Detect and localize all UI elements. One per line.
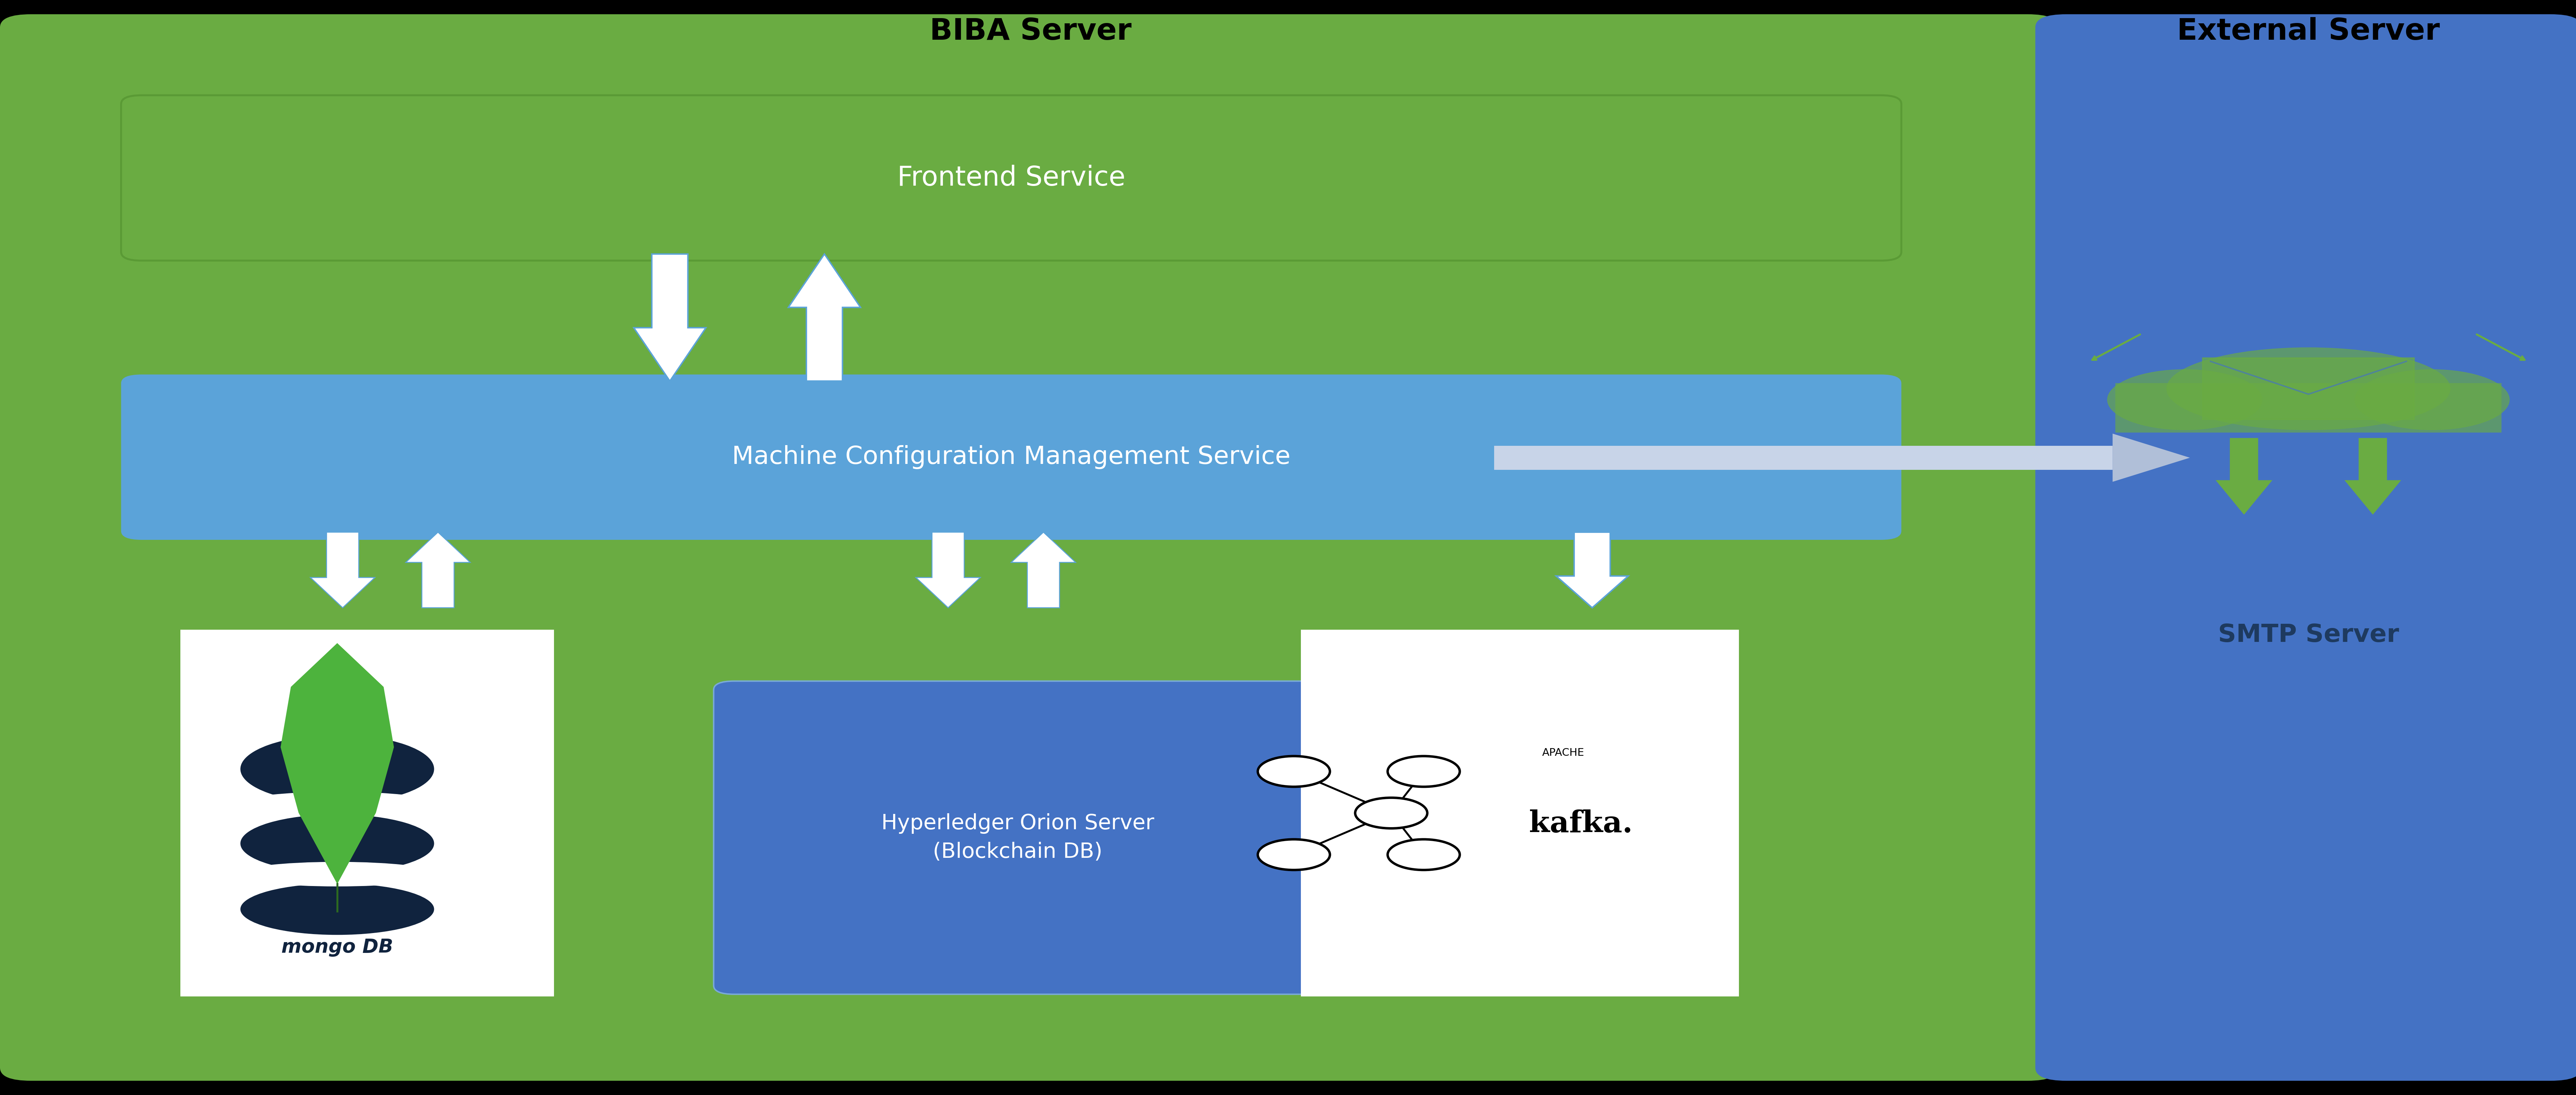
Circle shape	[1388, 839, 1461, 869]
Text: kafka.: kafka.	[1528, 809, 1633, 839]
Ellipse shape	[240, 815, 433, 873]
Circle shape	[1257, 839, 1329, 869]
Polygon shape	[312, 532, 376, 608]
Polygon shape	[1010, 532, 1077, 608]
FancyBboxPatch shape	[121, 95, 1901, 261]
Text: mongo DB: mongo DB	[281, 937, 394, 957]
Text: Frontend Service: Frontend Service	[896, 164, 1126, 192]
Text: Hyperledger Orion Server
(Blockchain DB): Hyperledger Orion Server (Blockchain DB)	[881, 814, 1154, 862]
FancyBboxPatch shape	[0, 14, 2058, 1081]
Circle shape	[1355, 797, 1427, 828]
Circle shape	[1388, 756, 1461, 786]
Ellipse shape	[2107, 369, 2262, 429]
Ellipse shape	[240, 884, 433, 935]
Ellipse shape	[240, 735, 433, 803]
Text: BIBA Server: BIBA Server	[930, 18, 1131, 46]
Text: Machine Configuration Management Service: Machine Configuration Management Service	[732, 446, 1291, 469]
FancyBboxPatch shape	[714, 681, 1321, 994]
Polygon shape	[281, 643, 394, 884]
Ellipse shape	[237, 862, 438, 886]
Polygon shape	[407, 532, 471, 608]
Text: SMTP Server: SMTP Server	[2218, 623, 2398, 647]
Polygon shape	[634, 254, 706, 381]
FancyBboxPatch shape	[180, 630, 554, 996]
Text: APACHE: APACHE	[1540, 748, 1584, 758]
Ellipse shape	[237, 792, 438, 816]
Circle shape	[1257, 756, 1329, 786]
FancyBboxPatch shape	[1301, 630, 1739, 996]
Polygon shape	[2215, 438, 2272, 515]
Text: External Server: External Server	[2177, 18, 2439, 46]
Polygon shape	[917, 532, 979, 608]
Polygon shape	[1556, 532, 1628, 608]
Polygon shape	[2112, 434, 2190, 482]
Polygon shape	[788, 254, 860, 381]
FancyBboxPatch shape	[2115, 383, 2501, 433]
FancyBboxPatch shape	[1494, 446, 2112, 470]
FancyBboxPatch shape	[121, 374, 1901, 540]
Ellipse shape	[2166, 347, 2450, 429]
FancyBboxPatch shape	[2035, 14, 2576, 1081]
FancyBboxPatch shape	[2202, 358, 2414, 419]
Polygon shape	[2344, 438, 2401, 515]
Ellipse shape	[2354, 369, 2509, 429]
